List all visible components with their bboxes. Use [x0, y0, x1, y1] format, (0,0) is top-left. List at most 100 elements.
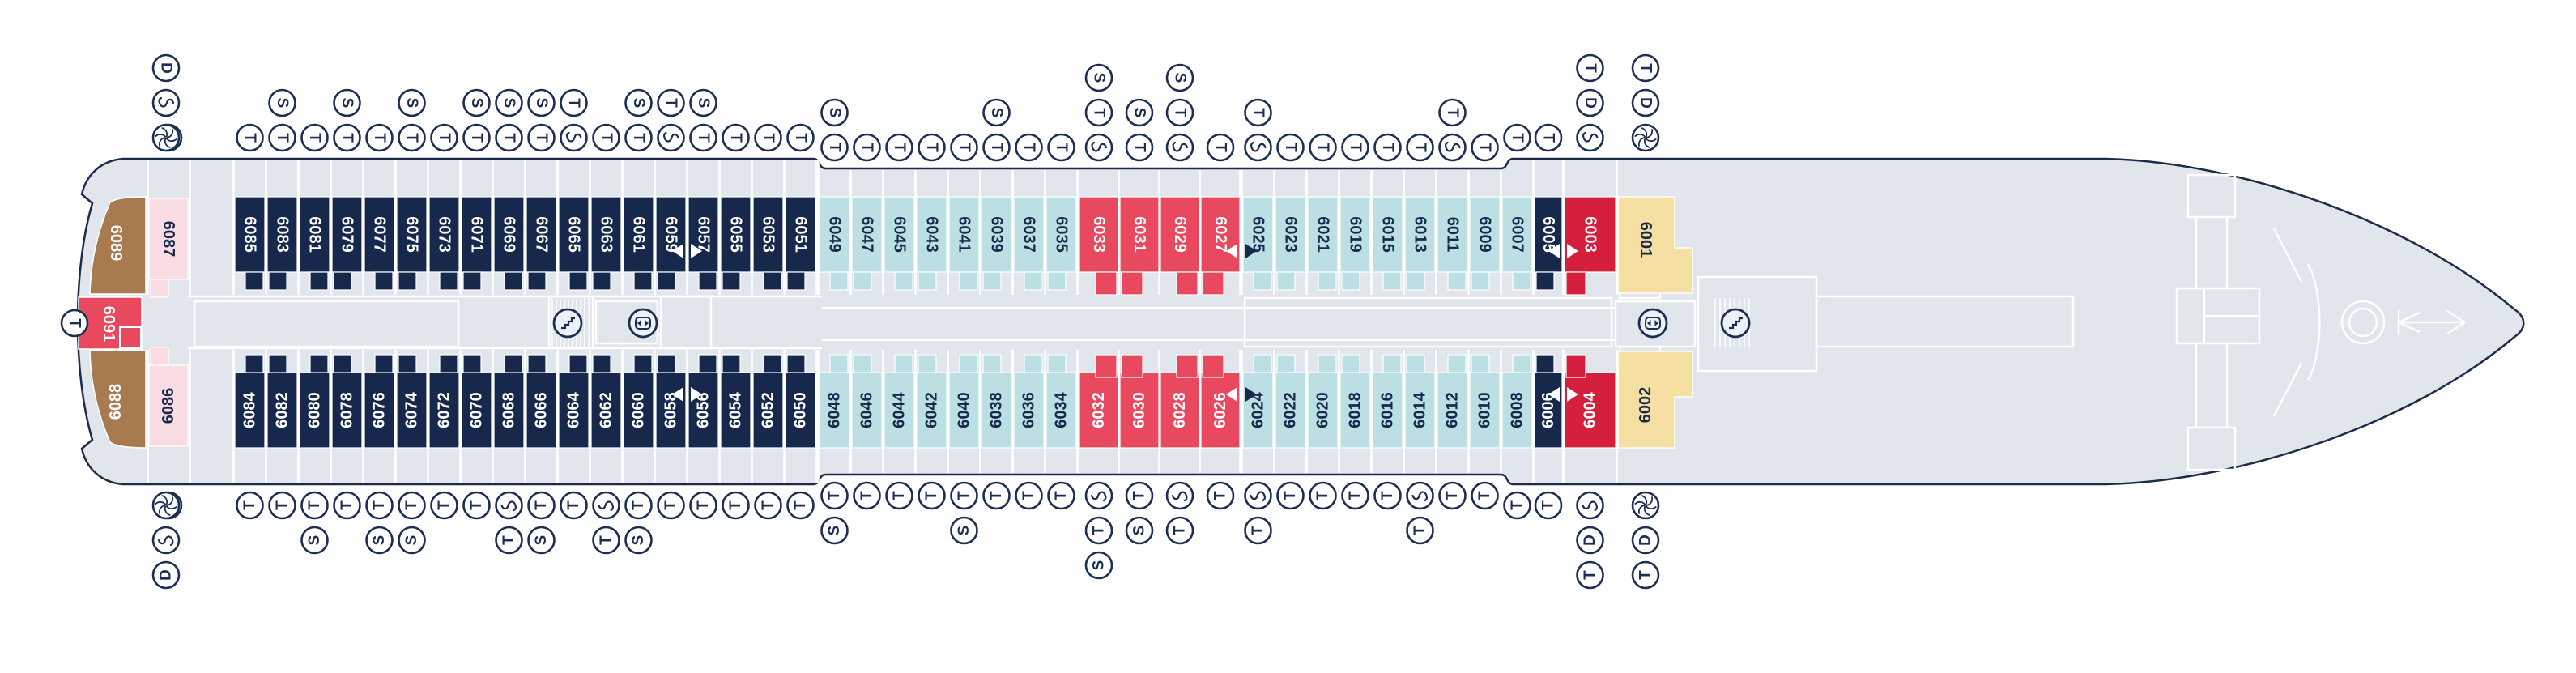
cabin-6066[interactable]: 6066	[526, 354, 557, 449]
cabin-6053[interactable]: 6053	[752, 196, 784, 291]
cabin-6081[interactable]: 6081	[299, 196, 330, 291]
cabin-6084[interactable]: 6084	[234, 354, 266, 449]
cabin-6005[interactable]: 6005	[1534, 196, 1563, 291]
cabin-6057[interactable]: 6057	[688, 196, 719, 291]
cabin-6022[interactable]: 6022	[1275, 354, 1306, 449]
cabin-6061[interactable]: 6061	[623, 196, 654, 291]
cabin-6039[interactable]: 6039	[981, 196, 1012, 291]
cabin-6075[interactable]: 6075	[396, 196, 428, 291]
cabin-6032[interactable]: 6032	[1079, 354, 1119, 449]
cabin-6025[interactable]: 6025	[1242, 196, 1274, 291]
cabin-6089[interactable]: 6089	[89, 196, 147, 295]
cabin-6078[interactable]: 6078	[331, 354, 363, 449]
cabin-6002[interactable]: 6002	[1617, 351, 1693, 449]
cabin-6065[interactable]: 6065	[558, 196, 590, 291]
cabin-6058[interactable]: 6058	[655, 354, 687, 449]
cabin-number: 6064	[565, 391, 583, 428]
cabin-6015[interactable]: 6015	[1372, 196, 1403, 291]
cabin-6023[interactable]: 6023	[1275, 196, 1306, 291]
cabin-6073[interactable]: 6073	[428, 196, 460, 291]
cabin-6076[interactable]: 6076	[364, 354, 395, 449]
cabin-6082[interactable]: 6082	[266, 354, 298, 449]
cabin-6051[interactable]: 6051	[785, 196, 816, 291]
cabin-6047[interactable]: 6047	[851, 196, 883, 291]
cabin-6011[interactable]: 6011	[1437, 196, 1468, 291]
cabin-6009[interactable]: 6009	[1469, 196, 1501, 291]
cabin-6013[interactable]: 6013	[1404, 196, 1436, 291]
cabin-6088[interactable]: 6088	[89, 350, 147, 449]
cabin-6080[interactable]: 6080	[299, 354, 330, 449]
cabin-6028[interactable]: 6028	[1160, 354, 1200, 449]
cabin-6070[interactable]: 6070	[461, 354, 492, 449]
cabin-area	[819, 196, 850, 273]
cabin-6045[interactable]: 6045	[884, 196, 915, 291]
cabin-6055[interactable]: 6055	[720, 196, 752, 291]
icon-letter: S	[371, 535, 388, 546]
cabin-6077[interactable]: 6077	[364, 196, 395, 291]
cabin-6019[interactable]: 6019	[1339, 196, 1371, 291]
t-icon: T	[268, 123, 296, 152]
cabin-6010[interactable]: 6010	[1469, 354, 1501, 449]
cabin-6040[interactable]: 6040	[948, 354, 980, 449]
cabin-6031[interactable]: 6031	[1119, 196, 1160, 296]
cabin-6074[interactable]: 6074	[396, 354, 428, 449]
cabin-6036[interactable]: 6036	[1013, 354, 1045, 449]
cabin-6072[interactable]: 6072	[428, 354, 460, 449]
cabin-6042[interactable]: 6042	[916, 354, 947, 449]
cabin-6026[interactable]: 6026	[1200, 354, 1241, 449]
cabin-6004[interactable]: 6004	[1564, 354, 1616, 449]
cabin-6048[interactable]: 6048	[819, 354, 850, 449]
cabin-6016[interactable]: 6016	[1372, 354, 1403, 449]
cabin-6014[interactable]: 6014	[1404, 354, 1436, 449]
cabin-6020[interactable]: 6020	[1307, 354, 1339, 449]
cabin-6071[interactable]: 6071	[461, 196, 492, 291]
cabin-6044[interactable]: 6044	[884, 354, 915, 449]
fan-blade	[161, 495, 168, 505]
cabin-6035[interactable]: 6035	[1045, 196, 1077, 291]
cabin-6024[interactable]: 6024	[1242, 354, 1274, 449]
cabin-6086[interactable]: 6086	[148, 347, 189, 447]
cabin-6067[interactable]: 6067	[526, 196, 557, 291]
cabin-6060[interactable]: 6060	[623, 354, 654, 449]
cabin-6021[interactable]: 6021	[1307, 196, 1339, 291]
cabin-6085[interactable]: 6085	[234, 196, 266, 291]
cabin-6034[interactable]: 6034	[1045, 354, 1077, 449]
cabin-6041[interactable]: 6041	[948, 196, 980, 291]
cabin-6029[interactable]: 6029	[1160, 196, 1200, 296]
icon-letter: T	[858, 143, 875, 152]
cabin-6003[interactable]: 6003	[1564, 196, 1616, 296]
cabin-6056[interactable]: 6056	[688, 354, 719, 449]
icon-circle	[689, 491, 717, 520]
cabin-6033[interactable]: 6033	[1079, 196, 1119, 296]
cabin-6046[interactable]: 6046	[851, 354, 883, 449]
cabin-6079[interactable]: 6079	[331, 196, 363, 291]
cabin-6030[interactable]: 6030	[1119, 354, 1160, 449]
cabin-6043[interactable]: 6043	[916, 196, 947, 291]
cabin-6064[interactable]: 6064	[558, 354, 590, 449]
cabin-6006[interactable]: 6006	[1534, 354, 1563, 449]
cabin-6038[interactable]: 6038	[981, 354, 1012, 449]
cabin-6049[interactable]: 6049	[819, 196, 850, 291]
cabin-6069[interactable]: 6069	[493, 196, 525, 291]
cabin-6062[interactable]: 6062	[590, 354, 622, 449]
cabin-6059[interactable]: 6059	[655, 196, 687, 291]
cabin-6007[interactable]: 6007	[1501, 196, 1533, 291]
cabin-6063[interactable]: 6063	[590, 196, 622, 291]
cabin-6037[interactable]: 6037	[1013, 196, 1045, 291]
structure-outline	[1243, 296, 1613, 348]
cabin-6087[interactable]: 6087	[148, 198, 189, 298]
cabin-6068[interactable]: 6068	[493, 354, 525, 449]
cabin-6052[interactable]: 6052	[752, 354, 784, 449]
icon-letter: T	[565, 98, 582, 108]
cabin-6050[interactable]: 6050	[785, 354, 816, 449]
icon-letter: T	[727, 500, 744, 510]
cabin-6018[interactable]: 6018	[1339, 354, 1371, 449]
t-icon: T	[885, 481, 913, 510]
cabin-6027[interactable]: 6027	[1200, 196, 1241, 296]
cabin-6054[interactable]: 6054	[720, 354, 752, 449]
t-icon: T	[236, 491, 264, 520]
cabin-6008[interactable]: 6008	[1501, 354, 1533, 449]
cabin-6001[interactable]: 6001	[1617, 196, 1693, 294]
cabin-6012[interactable]: 6012	[1437, 354, 1468, 449]
cabin-6083[interactable]: 6083	[266, 196, 298, 291]
